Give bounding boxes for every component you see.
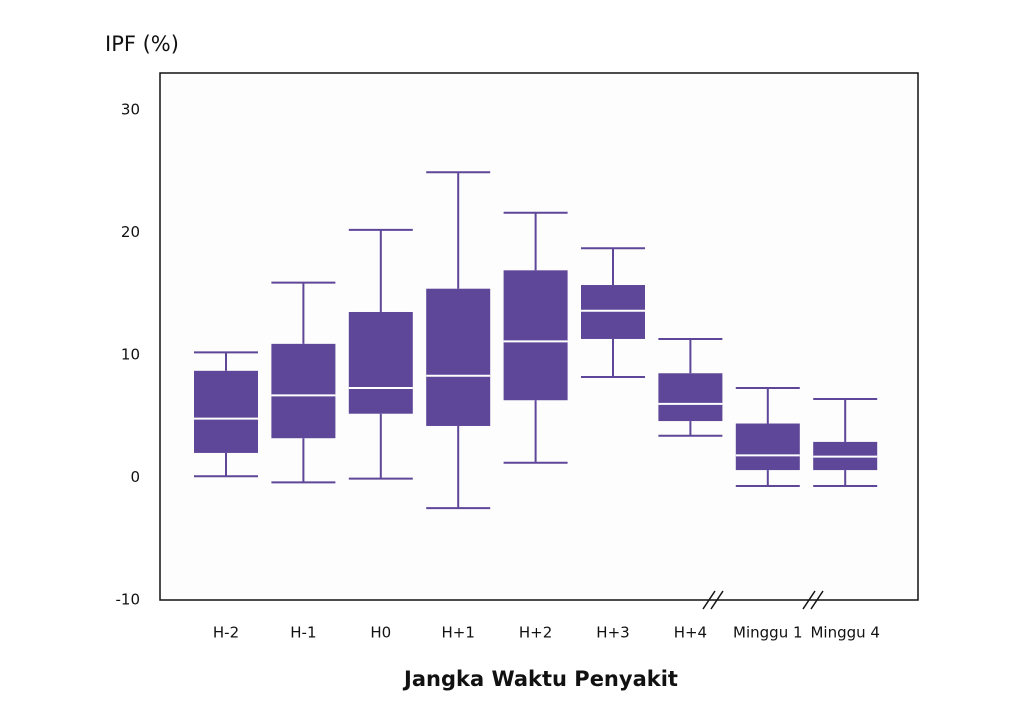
x-tick-label: H-1 [290,624,316,642]
box [503,270,568,401]
x-tick-label: H0 [370,624,391,642]
x-tick-label: H+2 [519,624,552,642]
x-tick-label: H+4 [674,624,707,642]
box [581,285,645,339]
box [348,311,413,414]
box [658,373,723,422]
x-tick-label: Minggu 1 [733,624,802,642]
box [194,370,258,453]
x-tick-label: H+1 [441,624,474,642]
x-tick-label: Minggu 4 [810,624,879,642]
box [426,288,491,426]
x-tick-label: H+3 [596,624,629,642]
y-tick-label: 10 [121,345,140,363]
x-tick-label: H-2 [213,624,239,642]
box [271,343,336,439]
y-tick-label: 20 [121,223,140,241]
y-tick-label: 0 [130,468,140,486]
x-axis-title: Jangka Waktu Penyakit [402,667,678,691]
y-tick-label: 30 [121,100,140,118]
y-tick-label: -10 [116,591,141,609]
axis-break [702,590,824,610]
y-axis-title: IPF (%) [105,32,179,56]
box [735,423,800,471]
